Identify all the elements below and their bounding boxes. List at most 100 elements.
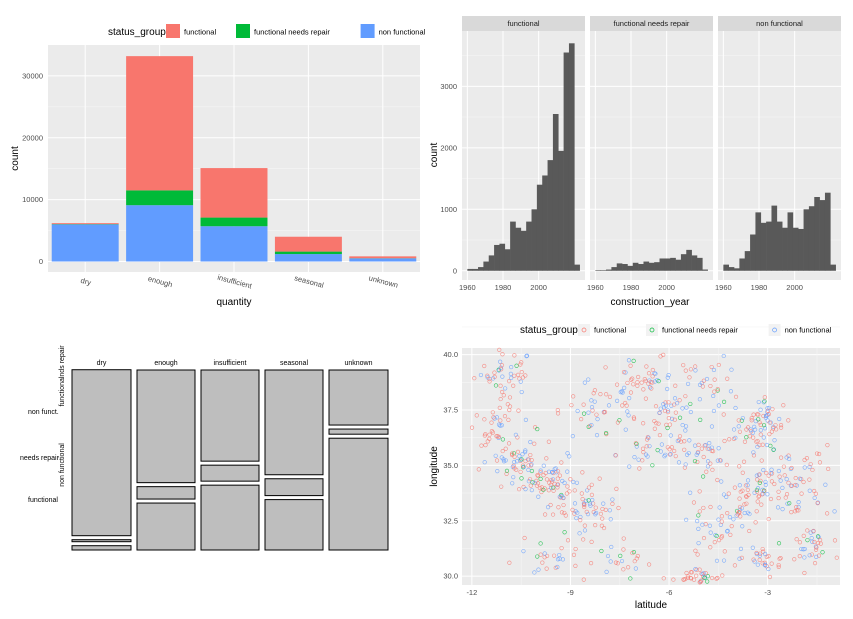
scatter-point <box>541 473 546 478</box>
scatter-point <box>683 428 688 433</box>
scatter-point <box>570 507 575 512</box>
hist-bar <box>792 227 799 271</box>
scatter-point <box>751 435 756 440</box>
scatter-point <box>504 468 510 473</box>
scatter-point <box>530 480 535 485</box>
scatter-y-tick-label: 35.0 <box>443 461 458 470</box>
hist-bar <box>659 258 666 271</box>
scatter-point <box>506 417 511 422</box>
hist-x-tick-label: 1960 <box>587 283 604 292</box>
bar-legend-title: status_group <box>108 27 166 38</box>
scatter-point <box>489 429 494 434</box>
scatter-point <box>778 425 784 430</box>
bar-legend-label: non functional <box>379 28 426 37</box>
scatter-point <box>717 458 723 463</box>
scatter-point <box>725 528 730 533</box>
hist-bar <box>552 114 559 271</box>
scatter-point <box>564 491 570 496</box>
mosaic-y-label: non funct. <box>28 409 59 416</box>
scatter-point <box>725 511 730 516</box>
scatter-point <box>701 574 706 579</box>
scatter-point <box>646 381 651 386</box>
scatter-point <box>623 427 628 432</box>
hist-x-tick-label: 2000 <box>530 283 547 292</box>
scatter-point <box>485 373 490 378</box>
scatter-point <box>761 413 766 419</box>
hist-bar <box>563 52 570 271</box>
scatter-point <box>697 567 702 572</box>
scatter-point <box>708 383 713 389</box>
scatter-point <box>658 354 663 359</box>
scatter-point <box>514 467 519 472</box>
bar-legend-label: functional needs repair <box>254 28 330 37</box>
scatter-point <box>826 466 831 471</box>
scatter-point <box>745 483 750 488</box>
mosaic-cell <box>264 369 324 476</box>
scatter-point <box>630 376 635 381</box>
quantity-bar-chart: 0 10000 20000 30000 dry enough insufficient sea… <box>10 24 426 308</box>
scatter-point <box>669 416 675 421</box>
scatter-point <box>538 468 543 473</box>
scatter-point <box>610 501 615 506</box>
scatter-point <box>736 424 741 429</box>
scatter-point <box>631 382 636 387</box>
scatter-point <box>738 489 743 494</box>
hist-bar <box>467 268 473 271</box>
scatter-point <box>818 541 823 546</box>
hist-bar <box>616 263 623 271</box>
scatter-point <box>498 365 503 370</box>
bar-segment-functional <box>274 236 342 252</box>
hist-bar <box>814 197 820 271</box>
scatter-point <box>732 563 738 568</box>
scatter-point <box>704 469 709 474</box>
hist-bar <box>510 221 516 271</box>
scatter-point <box>808 462 813 467</box>
scatter-point <box>769 479 775 484</box>
scatter-point <box>754 509 759 514</box>
scatter-point <box>588 503 593 508</box>
scatter-point <box>637 466 642 471</box>
scatter-point <box>523 448 528 453</box>
scatter-point <box>600 506 605 512</box>
scatter-point <box>527 477 533 482</box>
scatter-point <box>541 463 546 468</box>
scatter-point <box>780 507 785 512</box>
hist-bar <box>643 261 650 271</box>
scatter-point <box>626 358 632 363</box>
scatter-point <box>487 436 492 442</box>
scatter-point <box>586 485 592 490</box>
scatter-point <box>563 513 568 518</box>
scatter-point <box>721 353 726 359</box>
scatter-point <box>555 407 560 413</box>
scatter-point <box>689 570 694 575</box>
scatter-point <box>764 470 769 476</box>
scatter-point <box>750 430 755 435</box>
scatter-point <box>693 368 698 373</box>
scatter-point <box>665 375 670 380</box>
scatter-point <box>556 505 561 510</box>
scatter-point <box>593 512 598 517</box>
scatter-point <box>807 464 812 470</box>
hist-bar <box>744 251 751 271</box>
scatter-point <box>520 452 525 457</box>
hist-facet-label: non functional <box>756 19 803 28</box>
scatter-point <box>507 407 512 413</box>
scatter-point <box>817 460 823 465</box>
scatter-point <box>709 448 714 453</box>
scatter-point <box>582 502 587 508</box>
scatter-point <box>631 358 636 363</box>
scatter-point <box>792 557 797 562</box>
scatter-point <box>561 502 566 508</box>
scatter-point <box>519 389 524 395</box>
scatter-point <box>569 403 574 408</box>
scatter-point <box>589 423 594 428</box>
bar-x-tick-label: seasonal <box>293 273 325 290</box>
scatter-point <box>696 513 701 518</box>
scatter-point <box>517 454 522 459</box>
scatter-point <box>509 364 514 370</box>
scatter-point <box>526 463 531 468</box>
scatter-point <box>510 481 515 486</box>
scatter-point <box>715 458 720 463</box>
scatter-point <box>645 435 650 440</box>
mosaic-cell <box>264 499 324 551</box>
